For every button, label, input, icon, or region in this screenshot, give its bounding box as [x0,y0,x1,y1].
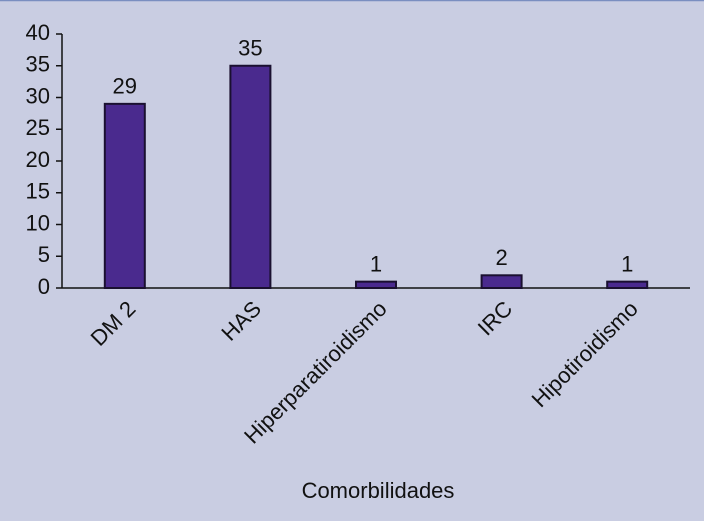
bar [606,280,649,289]
bar [229,64,272,289]
y-tick-label: 0 [38,274,50,299]
bar [480,274,523,289]
y-tick-label: 30 [26,83,50,108]
y-tick-label: 5 [38,242,50,267]
value-label: 29 [113,74,137,99]
y-tick-label: 10 [26,210,50,235]
value-label: 1 [370,251,382,276]
y-tick-label: 40 [26,20,50,45]
y-tick-label: 25 [26,115,50,140]
x-axis-title: Comorbilidades [302,478,455,503]
y-tick-label: 20 [26,147,50,172]
value-label: 2 [495,245,507,270]
bar [103,102,146,289]
value-label: 35 [238,36,262,61]
bar [355,280,397,289]
y-tick-label: 15 [26,179,50,204]
value-label: 1 [621,251,633,276]
y-tick-label: 35 [26,52,50,77]
